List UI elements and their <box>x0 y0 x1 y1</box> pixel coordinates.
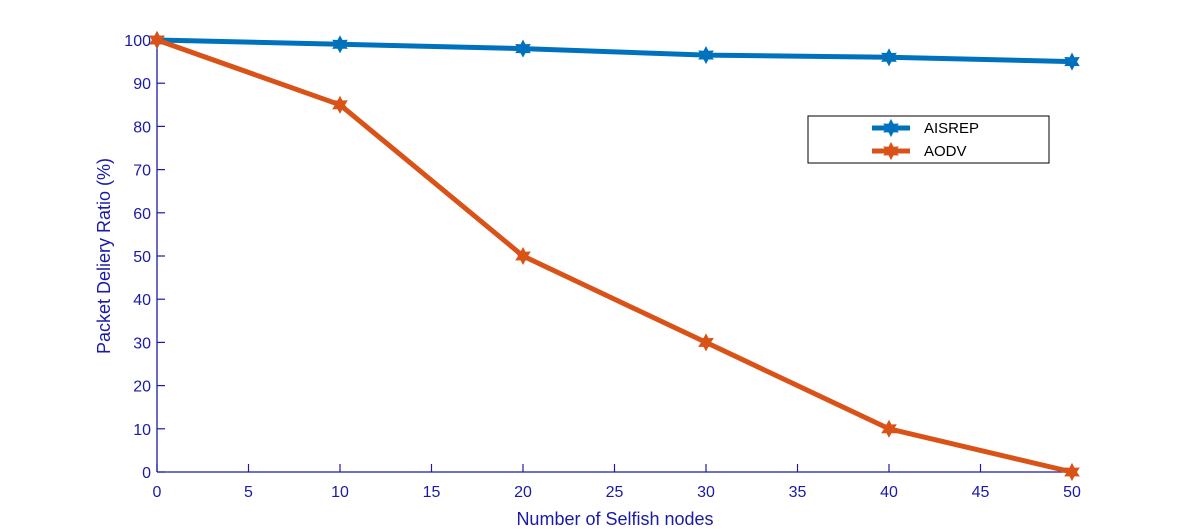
legend: AISREP AODV <box>807 115 1050 164</box>
data-point-marker <box>149 30 165 50</box>
legend-label: AODV <box>924 143 967 160</box>
legend-box <box>807 115 1050 164</box>
data-point-marker <box>698 333 714 352</box>
series-aodv <box>149 30 1080 482</box>
data-point-marker <box>698 46 714 65</box>
y-tick-label: 90 <box>133 76 151 93</box>
x-tick-label: 5 <box>244 484 253 501</box>
data-point-marker <box>332 35 348 54</box>
data-point-marker <box>515 39 531 58</box>
x-tick-label: 15 <box>423 484 441 501</box>
axes <box>156 40 1072 473</box>
x-tick-label: 30 <box>697 484 715 501</box>
data-point-marker <box>1064 462 1080 482</box>
data-point-marker <box>1064 52 1080 71</box>
y-tick-label: 30 <box>133 335 151 352</box>
series-aisrep <box>149 30 1080 71</box>
legend-marker-icon <box>883 141 899 161</box>
data-point-marker <box>881 48 897 67</box>
data-point-marker <box>332 95 348 114</box>
x-tick-label: 50 <box>1063 484 1081 501</box>
y-tick-label: 100 <box>124 33 151 50</box>
legend-marker-icon <box>883 118 899 138</box>
y-tick-label: 80 <box>133 119 151 136</box>
x-tick-label: 20 <box>514 484 532 501</box>
x-tick-label: 10 <box>331 484 349 501</box>
x-tick-label: 35 <box>789 484 807 501</box>
y-axis-ticks: 0 10 20 30 40 50 60 70 80 90 100 <box>124 33 165 482</box>
data-point-marker <box>881 419 897 438</box>
y-tick-label: 0 <box>142 465 151 482</box>
legend-label: AISREP <box>924 120 979 137</box>
plot-series <box>149 30 1080 482</box>
x-axis-label: Number of Selfish nodes <box>516 509 713 529</box>
y-tick-label: 20 <box>133 379 151 396</box>
x-tick-label: 25 <box>606 484 624 501</box>
y-axis-label: Packet Deliery Ratio (%) <box>94 158 114 354</box>
y-tick-label: 10 <box>133 422 151 439</box>
data-point-marker <box>515 246 531 266</box>
y-tick-label: 70 <box>133 163 151 180</box>
x-axis-ticks: 0 5 10 15 20 25 30 35 40 45 50 <box>153 464 1081 501</box>
y-tick-label: 60 <box>133 206 151 223</box>
y-tick-label: 40 <box>133 292 151 309</box>
x-tick-label: 0 <box>153 484 162 501</box>
x-tick-label: 40 <box>880 484 898 501</box>
y-tick-label: 50 <box>133 249 151 266</box>
x-tick-label: 45 <box>972 484 990 501</box>
